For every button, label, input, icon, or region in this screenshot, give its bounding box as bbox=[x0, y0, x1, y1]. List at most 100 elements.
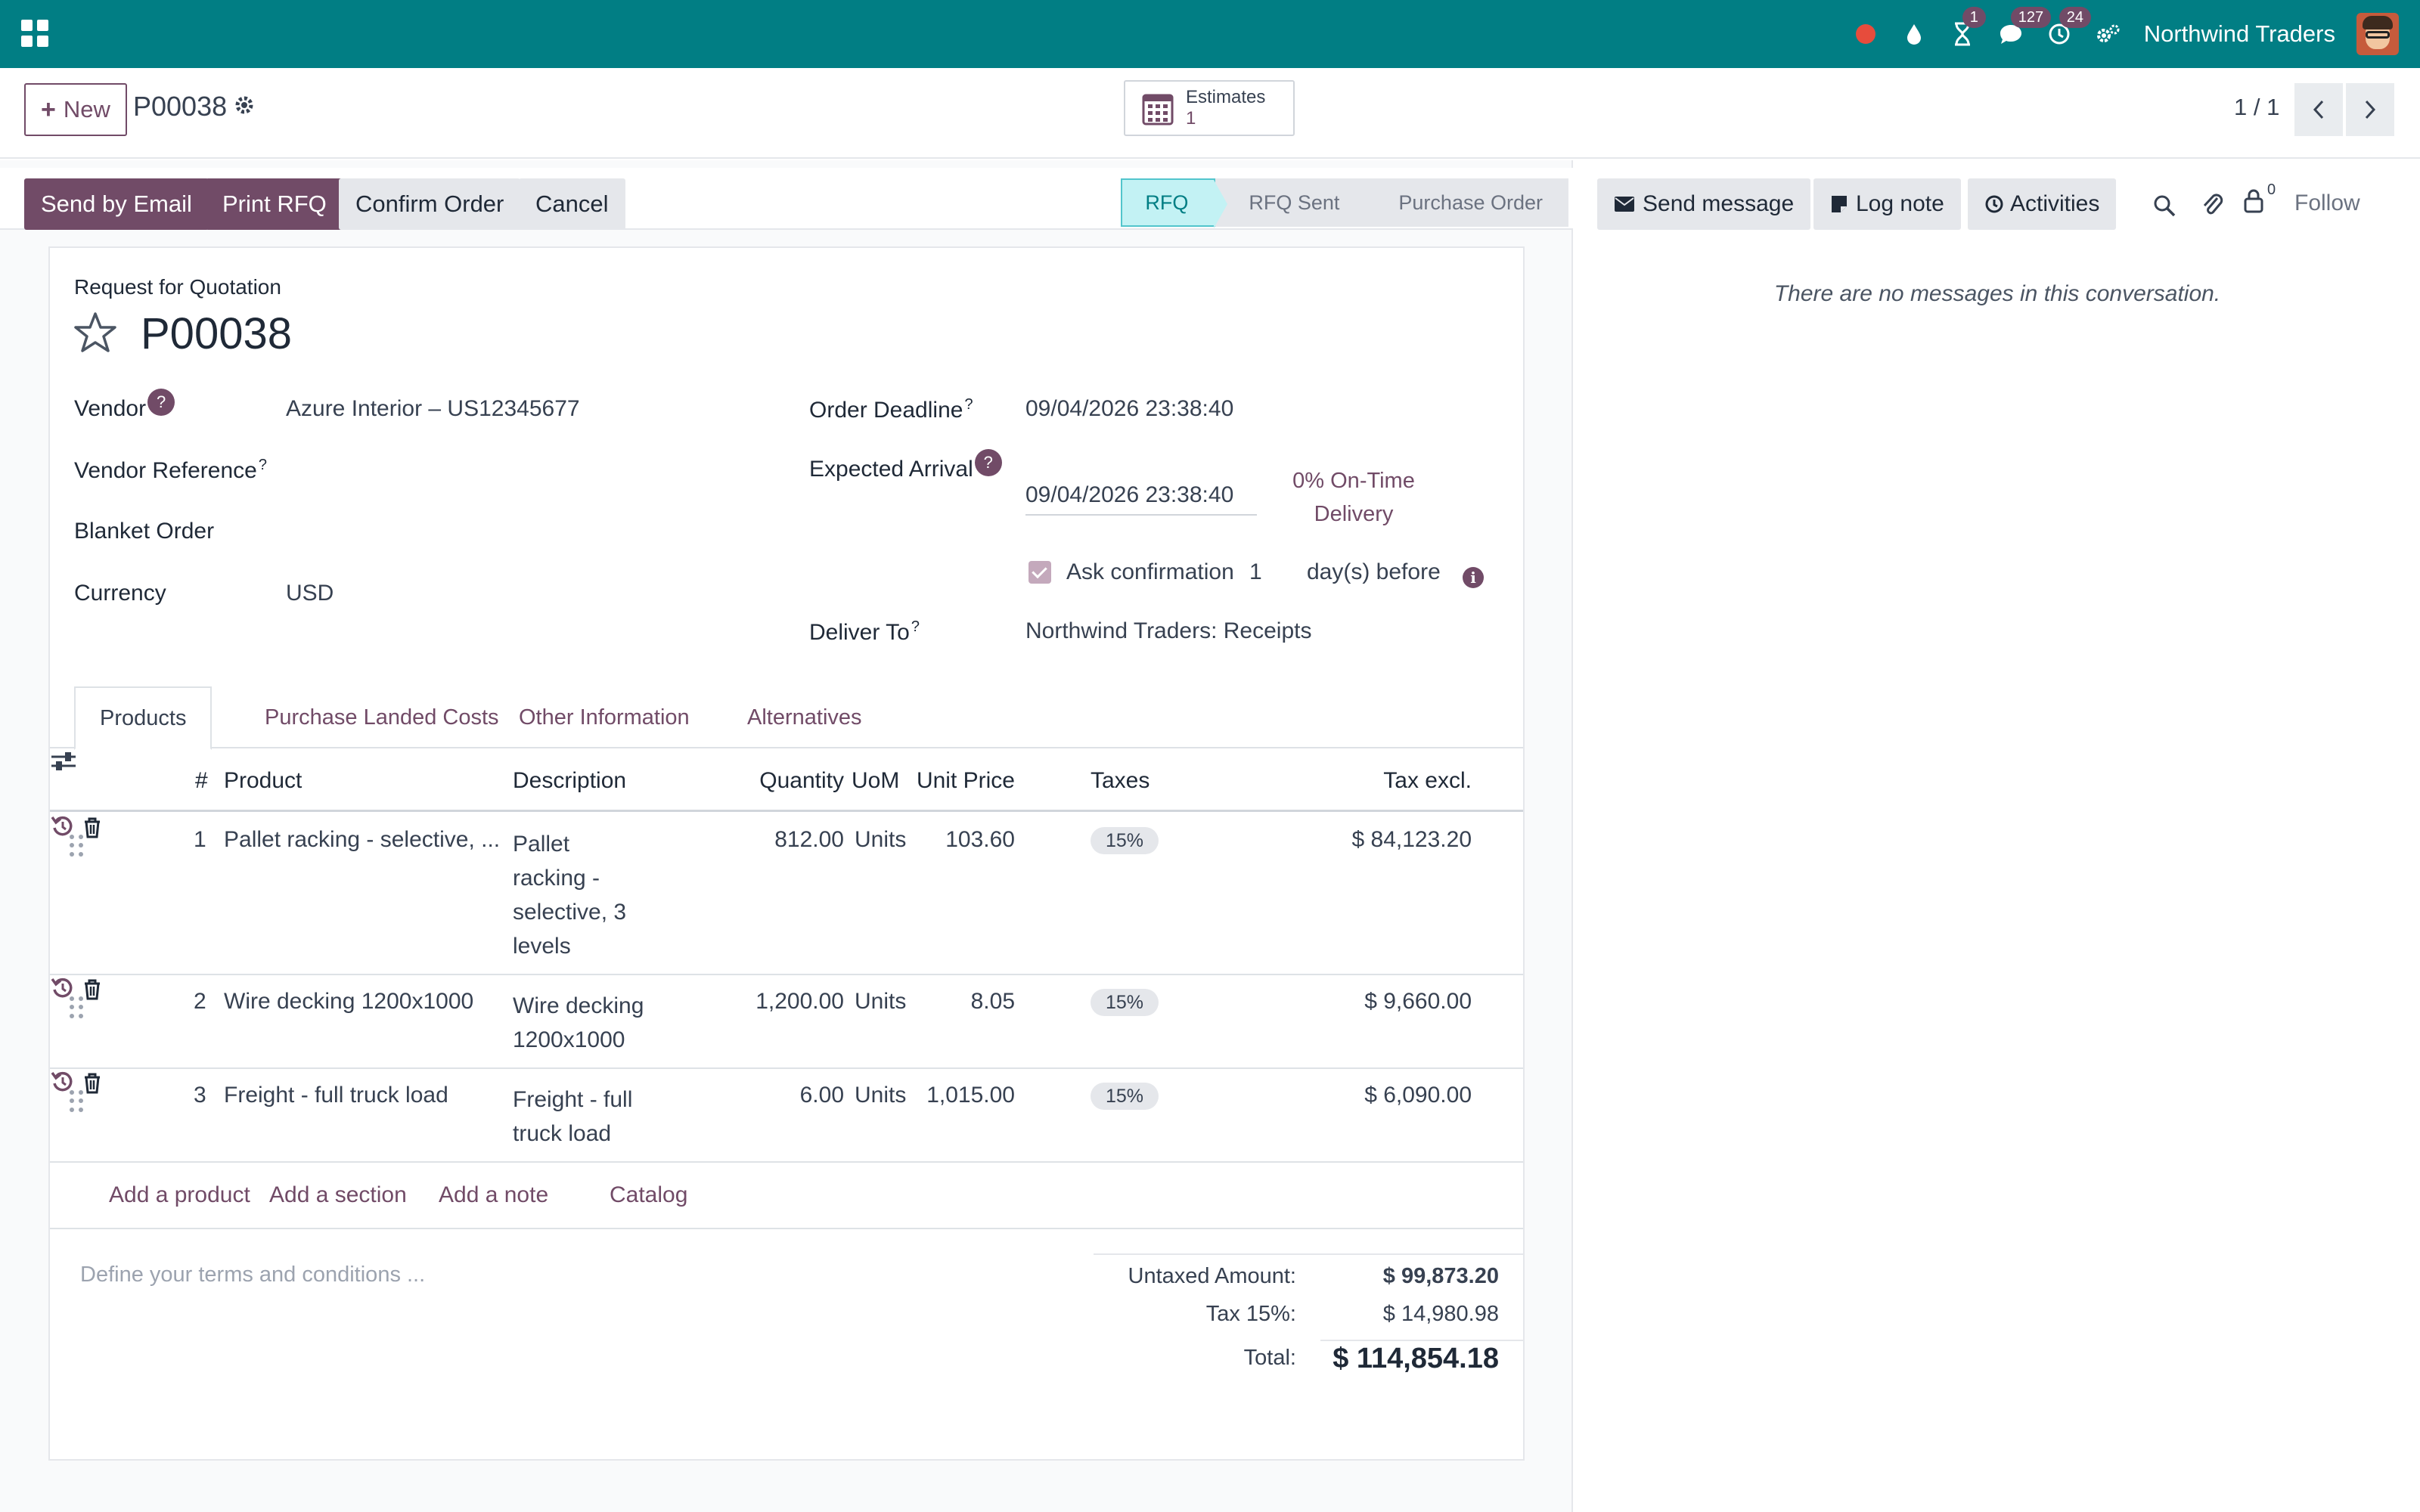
row-description[interactable]: Pallet racking - selective, 3 levels bbox=[513, 832, 627, 959]
add-product-link[interactable]: Add a product bbox=[109, 1182, 250, 1207]
row-unit-price[interactable]: 103.60 bbox=[945, 827, 1015, 852]
tab-purchase-landed-costs[interactable]: Purchase Landed Costs bbox=[265, 705, 499, 730]
expected-arrival-field[interactable]: 09/04/2026 23:38:40 bbox=[1025, 482, 1257, 516]
revert-price-icon[interactable] bbox=[50, 813, 76, 839]
row-unit-price[interactable]: 1,015.00 bbox=[926, 1083, 1015, 1108]
pager-previous-button[interactable] bbox=[2294, 83, 2343, 136]
drop-icon[interactable] bbox=[1899, 19, 1929, 49]
delete-row-trash-icon[interactable] bbox=[82, 1072, 103, 1095]
untaxed-amount-value: $ 99,873.20 bbox=[1382, 1264, 1499, 1288]
on-time-delivery-link[interactable]: 0% On-Time Delivery bbox=[1292, 469, 1415, 526]
activities-hourglass-icon[interactable]: 1 bbox=[1947, 7, 1986, 49]
ask-confirmation-days-field[interactable]: 1 bbox=[1249, 559, 1262, 584]
row-uom[interactable]: Units bbox=[855, 989, 907, 1014]
row-uom[interactable]: Units bbox=[855, 827, 907, 852]
estimates-smart-button[interactable]: Estimates 1 bbox=[1124, 80, 1295, 136]
chevron-right-icon bbox=[2365, 100, 2376, 119]
send-message-button[interactable]: Send message bbox=[1597, 178, 1811, 230]
info-icon[interactable]: i bbox=[1463, 567, 1484, 588]
ask-confirmation-checkbox[interactable] bbox=[1028, 561, 1051, 584]
vendor-field[interactable]: Azure Interior – US12345677 bbox=[286, 396, 580, 421]
row-quantity[interactable]: 812.00 bbox=[774, 827, 844, 852]
tab-alternatives[interactable]: Alternatives bbox=[747, 705, 862, 730]
add-note-link[interactable]: Add a note bbox=[439, 1182, 549, 1207]
star-priority-icon[interactable] bbox=[73, 310, 118, 355]
row-description[interactable]: Wire decking 1200x1000 bbox=[513, 993, 644, 1052]
row-quantity[interactable]: 1,200.00 bbox=[755, 989, 844, 1014]
delete-row-trash-icon[interactable] bbox=[82, 978, 103, 1001]
vendor-help-icon[interactable]: ? bbox=[147, 389, 175, 416]
stage-purchase-order[interactable]: Purchase Order bbox=[1365, 178, 1568, 227]
followers-button[interactable]: 0 bbox=[2243, 181, 2276, 219]
tab-other-information[interactable]: Other Information bbox=[519, 705, 690, 730]
form-statusbar: Send by Email Print RFQ Confirm Order Ca… bbox=[0, 168, 1573, 230]
drag-handle-icon[interactable] bbox=[70, 996, 83, 1019]
terms-and-conditions-field[interactable]: Define your terms and conditions ... bbox=[80, 1263, 426, 1287]
row-uom[interactable]: Units bbox=[855, 1083, 907, 1108]
col-tax-excl[interactable]: Tax excl. bbox=[1383, 768, 1472, 793]
tax-label: Tax 15%: bbox=[1205, 1302, 1296, 1326]
settings-gears-icon[interactable] bbox=[2093, 19, 2123, 49]
send-by-email-button[interactable]: Send by Email bbox=[24, 178, 209, 230]
new-button[interactable]: + New bbox=[24, 83, 127, 136]
cancel-button[interactable]: Cancel bbox=[519, 178, 625, 230]
company-name[interactable]: Northwind Traders bbox=[2143, 20, 2335, 47]
confirm-order-button[interactable]: Confirm Order bbox=[339, 178, 521, 230]
log-note-button[interactable]: Log note bbox=[1813, 178, 1961, 230]
stage-rfq[interactable]: RFQ bbox=[1121, 178, 1228, 228]
col-description[interactable]: Description bbox=[513, 768, 627, 793]
currency-field[interactable]: USD bbox=[286, 581, 334, 606]
messages-chat-icon[interactable]: 127 bbox=[1996, 7, 2052, 49]
deliver-to-field[interactable]: Northwind Traders: Receipts bbox=[1025, 618, 1312, 643]
row-product[interactable]: Pallet racking - selective, ... bbox=[224, 827, 501, 852]
optional-columns-sliders-icon[interactable] bbox=[50, 750, 77, 773]
row-product[interactable]: Freight - full truck load bbox=[224, 1083, 448, 1108]
print-rfq-button[interactable]: Print RFQ bbox=[206, 178, 343, 230]
order-lines-header: # Product Description Quantity UoM Unit … bbox=[50, 750, 1523, 812]
delete-row-trash-icon[interactable] bbox=[82, 816, 103, 839]
table-row[interactable]: 1 Pallet racking - selective, ... Pallet… bbox=[50, 813, 1523, 975]
search-icon[interactable] bbox=[2152, 194, 2176, 218]
vendor-reference-field[interactable] bbox=[286, 457, 709, 487]
activities-button[interactable]: Activities bbox=[1968, 178, 2117, 230]
pager-value[interactable]: 1 / 1 bbox=[2234, 94, 2280, 120]
revert-price-icon[interactable] bbox=[50, 975, 76, 1001]
col-uom[interactable]: UoM bbox=[852, 768, 900, 793]
pager-next-button[interactable] bbox=[2346, 83, 2394, 136]
chevron-left-icon bbox=[2313, 100, 2324, 119]
col-number[interactable]: # bbox=[195, 768, 208, 793]
row-tax-badge[interactable]: 15% bbox=[1091, 827, 1159, 854]
col-quantity[interactable]: Quantity bbox=[759, 768, 844, 793]
col-taxes[interactable]: Taxes bbox=[1091, 768, 1150, 793]
drag-handle-icon[interactable] bbox=[70, 1090, 83, 1113]
record-actions-gear-icon[interactable] bbox=[233, 94, 260, 121]
row-tax-badge[interactable]: 15% bbox=[1091, 1083, 1159, 1110]
tab-products[interactable]: Products bbox=[74, 686, 213, 750]
add-section-link[interactable]: Add a section bbox=[269, 1182, 407, 1207]
revert-price-icon[interactable] bbox=[50, 1069, 76, 1095]
drag-handle-icon[interactable] bbox=[70, 835, 83, 857]
clock-icon bbox=[1985, 195, 2003, 213]
recording-dot-icon[interactable] bbox=[1851, 19, 1881, 49]
blanket-order-field[interactable] bbox=[286, 519, 709, 549]
row-quantity[interactable]: 6.00 bbox=[799, 1083, 844, 1108]
row-unit-price[interactable]: 8.05 bbox=[970, 989, 1015, 1014]
paperclip-icon[interactable] bbox=[2201, 191, 2223, 218]
new-button-label: New bbox=[63, 96, 110, 122]
catalog-link[interactable]: Catalog bbox=[610, 1182, 688, 1207]
stage-rfq-sent[interactable]: RFQ Sent bbox=[1215, 178, 1379, 227]
timesheet-clock-icon[interactable]: 24 bbox=[2044, 7, 2091, 49]
table-row[interactable]: 2 Wire decking 1200x1000 Wire decking 12… bbox=[50, 975, 1523, 1069]
row-description[interactable]: Freight - full truck load bbox=[513, 1087, 633, 1146]
row-tax-badge[interactable]: 15% bbox=[1091, 989, 1159, 1016]
row-product[interactable]: Wire decking 1200x1000 bbox=[224, 989, 474, 1014]
apps-menu-icon[interactable] bbox=[21, 20, 48, 47]
tax-value: $ 14,980.98 bbox=[1382, 1302, 1499, 1326]
col-unit-price[interactable]: Unit Price bbox=[916, 768, 1015, 793]
table-row[interactable]: 3 Freight - full truck load Freight - fu… bbox=[50, 1069, 1523, 1163]
order-deadline-field[interactable]: 09/04/2026 23:38:40 bbox=[1025, 396, 1234, 421]
col-product[interactable]: Product bbox=[224, 768, 302, 793]
follow-button[interactable]: Follow bbox=[2294, 191, 2360, 215]
expected-arrival-help-icon[interactable]: ? bbox=[974, 449, 1002, 476]
user-avatar[interactable] bbox=[2356, 13, 2399, 55]
